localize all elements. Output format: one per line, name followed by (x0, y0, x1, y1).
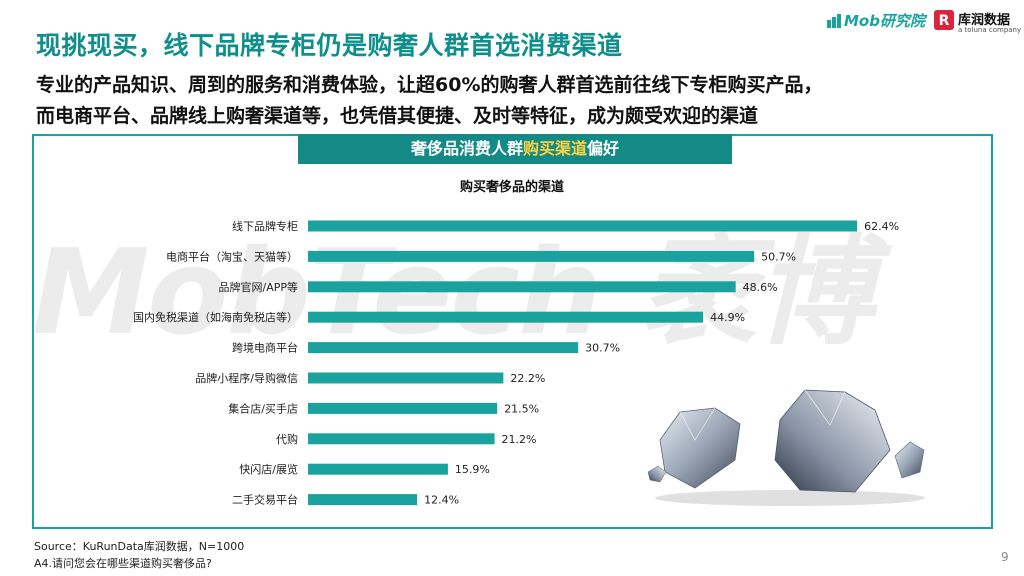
bar (308, 281, 736, 293)
value-label: 50.7% (761, 250, 796, 263)
value-label: 48.6% (743, 281, 778, 294)
kurun-logo-icon: R (934, 10, 954, 30)
kurun-logo-text: 库润数据 (958, 13, 1011, 28)
diamond-illustration (647, 389, 925, 506)
category-label: 线下品牌专柜 (232, 219, 298, 233)
banner-highlight: 购买渠道 (522, 139, 587, 158)
value-label: 12.4% (424, 494, 459, 507)
page-title: 现挑现买，线下品牌专柜仍是购奢人群首选消费渠道 (36, 31, 623, 60)
subtitle-line-1: 专业的产品知识、周到的服务和消费体验，让超60%的购奢人群首选前往线下专柜购买产… (36, 74, 823, 96)
bar (308, 494, 418, 506)
category-label: 国内免税渠道（如海南免税店等） (133, 310, 298, 324)
category-label: 集合店/买手店 (228, 401, 298, 415)
category-label: 二手交易平台 (232, 493, 298, 507)
question-note: A4.请问您会在哪些渠道购买奢侈品? (34, 557, 212, 570)
bar (308, 402, 498, 414)
value-label: 21.5% (504, 402, 539, 415)
mob-logo: Mob研究院 (827, 10, 925, 31)
category-label: 电商平台（淘宝、天猫等） (166, 249, 298, 263)
bar (308, 433, 495, 445)
value-label: 21.2% (502, 433, 537, 446)
category-label: 品牌官网/APP等 (219, 280, 299, 294)
category-label: 跨境电商平台 (232, 341, 298, 355)
value-label: 62.4% (864, 220, 899, 233)
page-number: 9 (1001, 550, 1009, 564)
chart-title: 购买奢侈品的渠道 (459, 180, 564, 195)
mob-logo-text: Mob研究院 (844, 12, 925, 30)
kurun-logo-tagline: a toluna company (958, 26, 1022, 34)
source-note: Source：KuRunData库润数据，N=1000 (34, 540, 245, 553)
value-label: 44.9% (710, 311, 745, 324)
bar (308, 220, 858, 232)
bar (308, 463, 448, 475)
value-label: 15.9% (455, 463, 490, 476)
banner-text-2: 偏好 (587, 139, 620, 158)
bar (308, 342, 579, 354)
bar (308, 311, 704, 323)
chart-banner: 奢侈品消费人群购买渠道偏好 (298, 134, 732, 164)
mob-logo-icon (827, 14, 841, 28)
value-label: 30.7% (585, 342, 620, 355)
bar (308, 250, 755, 262)
svg-text:R: R (939, 13, 950, 29)
banner-text-1: 奢侈品消费人群 (410, 139, 523, 158)
bar (308, 372, 504, 384)
value-label: 22.2% (510, 372, 545, 385)
category-label: 快闪店/展览 (239, 462, 298, 476)
subtitle-line-2: 而电商平台、品牌线上购奢渠道等，也凭借其便捷、及时等特征，成为颇受欢迎的渠道 (36, 105, 759, 127)
category-label: 品牌小程序/导购微信 (195, 371, 298, 385)
category-label: 代购 (276, 432, 298, 446)
